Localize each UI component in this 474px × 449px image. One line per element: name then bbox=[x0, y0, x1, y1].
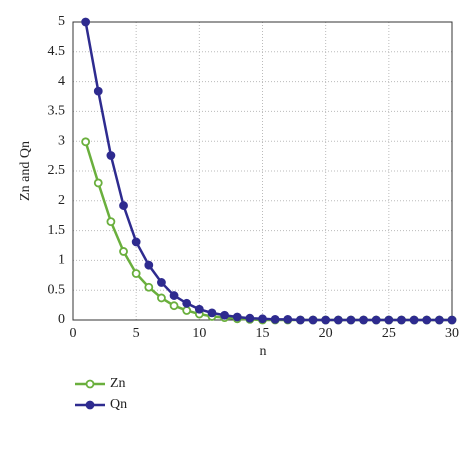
data-point bbox=[182, 298, 192, 308]
data-point bbox=[182, 306, 192, 315]
y-tick-label: 5 bbox=[58, 14, 65, 29]
x-tick-label: 10 bbox=[192, 326, 206, 341]
data-point bbox=[194, 304, 204, 314]
data-point bbox=[220, 310, 230, 320]
legend-marker bbox=[85, 400, 95, 410]
data-point bbox=[157, 278, 166, 287]
data-point bbox=[245, 313, 255, 323]
y-tick-label: 1.5 bbox=[48, 223, 66, 238]
y-tick-label: 0 bbox=[58, 312, 65, 327]
y-tick-label: 1 bbox=[58, 253, 65, 268]
data-point bbox=[144, 260, 154, 270]
data-point bbox=[321, 315, 331, 325]
y-tick-label: 3.5 bbox=[48, 104, 66, 119]
data-point bbox=[308, 315, 318, 325]
y-tick-label: 0.5 bbox=[48, 282, 66, 297]
data-point bbox=[106, 217, 116, 227]
data-point bbox=[81, 137, 91, 147]
data-point bbox=[270, 315, 280, 324]
data-point bbox=[258, 314, 267, 324]
x-tick-label: 30 bbox=[445, 326, 459, 341]
data-point bbox=[422, 315, 432, 325]
x-axis-label: n bbox=[260, 344, 267, 359]
y-axis-label: Zn and Qn bbox=[18, 141, 33, 201]
x-tick-label: 25 bbox=[382, 326, 396, 341]
data-point bbox=[169, 301, 179, 311]
data-point bbox=[371, 315, 381, 325]
x-tick-label: 20 bbox=[319, 326, 333, 341]
y-tick-label: 3 bbox=[58, 133, 65, 148]
data-point bbox=[106, 151, 116, 160]
data-point bbox=[359, 315, 368, 325]
data-point bbox=[131, 237, 141, 247]
data-point bbox=[207, 308, 217, 318]
x-tick-label: 0 bbox=[70, 326, 77, 341]
data-point bbox=[384, 315, 394, 325]
data-point bbox=[131, 269, 141, 278]
data-point bbox=[447, 315, 457, 325]
data-point bbox=[333, 315, 343, 325]
data-point bbox=[232, 312, 242, 322]
legend-marker bbox=[85, 379, 95, 389]
data-point bbox=[119, 247, 128, 256]
data-point bbox=[346, 315, 356, 325]
data-point bbox=[434, 315, 444, 325]
data-point bbox=[93, 178, 103, 188]
data-point bbox=[119, 201, 128, 210]
x-tick-label: 15 bbox=[256, 326, 270, 341]
data-point bbox=[157, 293, 166, 303]
data-point bbox=[169, 291, 179, 300]
y-tick-label: 2.5 bbox=[48, 163, 66, 178]
data-point bbox=[144, 282, 154, 292]
data-point bbox=[283, 315, 293, 324]
data-point bbox=[397, 315, 406, 325]
x-tick-label: 5 bbox=[133, 326, 140, 341]
legend-label: Zn bbox=[110, 376, 126, 391]
data-point bbox=[409, 315, 419, 325]
data-point bbox=[81, 17, 91, 27]
data-point bbox=[295, 315, 305, 325]
data-point bbox=[93, 86, 103, 96]
y-tick-label: 4 bbox=[58, 74, 65, 89]
legend-label: Qn bbox=[110, 397, 127, 412]
y-tick-label: 2 bbox=[58, 193, 65, 208]
y-tick-label: 4.5 bbox=[48, 44, 66, 59]
